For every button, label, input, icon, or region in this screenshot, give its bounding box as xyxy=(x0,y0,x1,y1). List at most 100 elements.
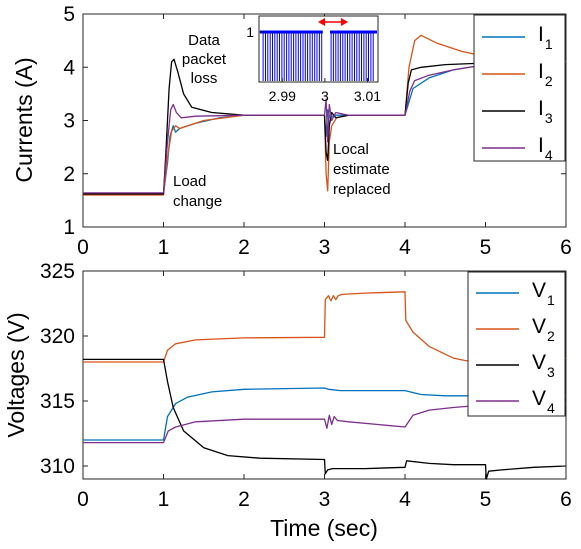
annotation-line: change xyxy=(173,193,222,210)
inset-y-tick-label: 1 xyxy=(246,24,254,40)
y-tick-label: 2 xyxy=(63,163,75,186)
voltages-panel: 0 1 2 3 4 5 6 310 315 320 325 Voltages (V) Time (… xyxy=(3,260,572,541)
legend-subscript: 4 xyxy=(545,147,553,163)
legend-entry: I4 xyxy=(482,134,553,163)
inset-x-tick-label: 3.01 xyxy=(354,88,381,104)
legend-name: I xyxy=(538,23,544,46)
voltages-x-ticks: 0 1 2 3 4 5 6 xyxy=(77,271,572,511)
x-tick-label: 5 xyxy=(480,488,492,511)
y-tick-label: 320 xyxy=(40,325,75,348)
y-tick-label: 325 xyxy=(40,260,75,283)
series-line-v4 xyxy=(83,402,566,444)
inset-label-line: Data xyxy=(188,32,220,49)
legend-name: I xyxy=(538,60,544,83)
x-tick-label: 1 xyxy=(158,488,170,511)
annotation-line: Load xyxy=(173,173,206,190)
legend-entry: I1 xyxy=(482,23,553,52)
x-tick-label: 4 xyxy=(399,236,411,259)
legend-label: V1 xyxy=(532,279,555,308)
x-tick-label: 6 xyxy=(560,488,572,511)
x-tick-label: 2 xyxy=(238,488,250,511)
series-line-v1 xyxy=(83,387,566,441)
x-tick-label: 3 xyxy=(319,236,331,259)
y-tick-label: 3 xyxy=(63,110,75,133)
inset-label-line: loss xyxy=(191,70,218,87)
gap-arrow-right-head xyxy=(341,18,348,26)
currents-y-axis-label: Currents (A) xyxy=(11,57,37,182)
legend-subscript: 1 xyxy=(547,292,555,308)
inset-frame xyxy=(258,15,379,83)
legend-label: I3 xyxy=(538,97,553,126)
legend-entry: I2 xyxy=(482,60,553,89)
x-tick-label: 0 xyxy=(77,488,89,511)
y-tick-label: 1 xyxy=(63,216,75,239)
series-line-i4 xyxy=(83,60,567,194)
series-line-i3 xyxy=(83,58,567,195)
legend-label: V3 xyxy=(532,351,555,380)
legend-entry: V4 xyxy=(476,387,555,416)
packet-loss-inset: Data packet loss 2.99 3 3.01 1 xyxy=(182,15,381,104)
currents-x-ticks: 0 1 2 3 4 5 6 xyxy=(77,14,572,259)
local-estimate-annotation: Local estimate replaced xyxy=(333,141,391,198)
x-tick-label: 4 xyxy=(399,488,411,511)
legend-name: V xyxy=(532,279,546,302)
legend-entry: V3 xyxy=(476,351,555,380)
gap-arrow xyxy=(318,18,348,26)
legend-entry: I3 xyxy=(482,97,553,126)
series-line-v3 xyxy=(83,358,567,480)
legend-label: I4 xyxy=(538,134,553,163)
annotation-line: replaced xyxy=(333,181,391,198)
legend-name: V xyxy=(532,351,546,374)
legend-box xyxy=(467,271,566,417)
y-tick-label: 315 xyxy=(40,390,75,413)
y-tick-label: 5 xyxy=(63,3,75,26)
inset-label-line: packet xyxy=(182,51,227,68)
x-tick-label: 6 xyxy=(560,236,572,259)
legend-name: V xyxy=(532,315,546,338)
legend-box xyxy=(473,14,566,162)
legend-name: I xyxy=(538,97,544,120)
series-line-v2 xyxy=(83,291,567,366)
y-tick-label: 310 xyxy=(40,455,75,478)
legend-entry: V2 xyxy=(476,315,555,344)
annotation-line: estimate xyxy=(333,161,390,178)
voltages-y-axis-label: Voltages (V) xyxy=(3,312,29,437)
x-axis-label: Time (sec) xyxy=(270,515,378,541)
legend-subscript: 4 xyxy=(547,400,555,416)
legend-label: V4 xyxy=(532,387,555,416)
inset-x-tick-label: 3 xyxy=(321,88,329,104)
series-line-i2 xyxy=(83,34,567,196)
voltages-lines xyxy=(83,291,567,480)
legend-entry: V1 xyxy=(476,279,555,308)
inset-pulses xyxy=(262,30,377,81)
legend-subscript: 2 xyxy=(547,328,555,344)
x-tick-label: 0 xyxy=(77,236,89,259)
x-tick-label: 2 xyxy=(238,236,250,259)
packet-loss-label: Data packet loss xyxy=(182,32,227,87)
legend-subscript: 3 xyxy=(547,364,555,380)
legend-subscript: 2 xyxy=(545,73,553,89)
y-tick-label: 4 xyxy=(63,56,75,79)
legend-name: V xyxy=(532,387,546,410)
voltages-y-ticks: 310 315 320 325 xyxy=(40,260,566,478)
legend-label: I1 xyxy=(538,23,553,52)
x-tick-label: 5 xyxy=(480,236,492,259)
legend-subscript: 1 xyxy=(545,36,553,52)
load-change-annotation: Load change xyxy=(173,173,222,210)
legend-name: I xyxy=(538,134,544,157)
x-tick-label: 3 xyxy=(319,488,331,511)
legend-label: V2 xyxy=(532,315,555,344)
inset-x-ticks: 2.99 3 3.01 xyxy=(269,78,381,104)
x-tick-label: 1 xyxy=(158,236,170,259)
currents-lines xyxy=(83,34,567,196)
inset-x-tick-label: 2.99 xyxy=(269,88,296,104)
legend-subscript: 3 xyxy=(545,110,553,126)
legend-label: I2 xyxy=(538,60,553,89)
gap-arrow-left-head xyxy=(318,18,325,26)
